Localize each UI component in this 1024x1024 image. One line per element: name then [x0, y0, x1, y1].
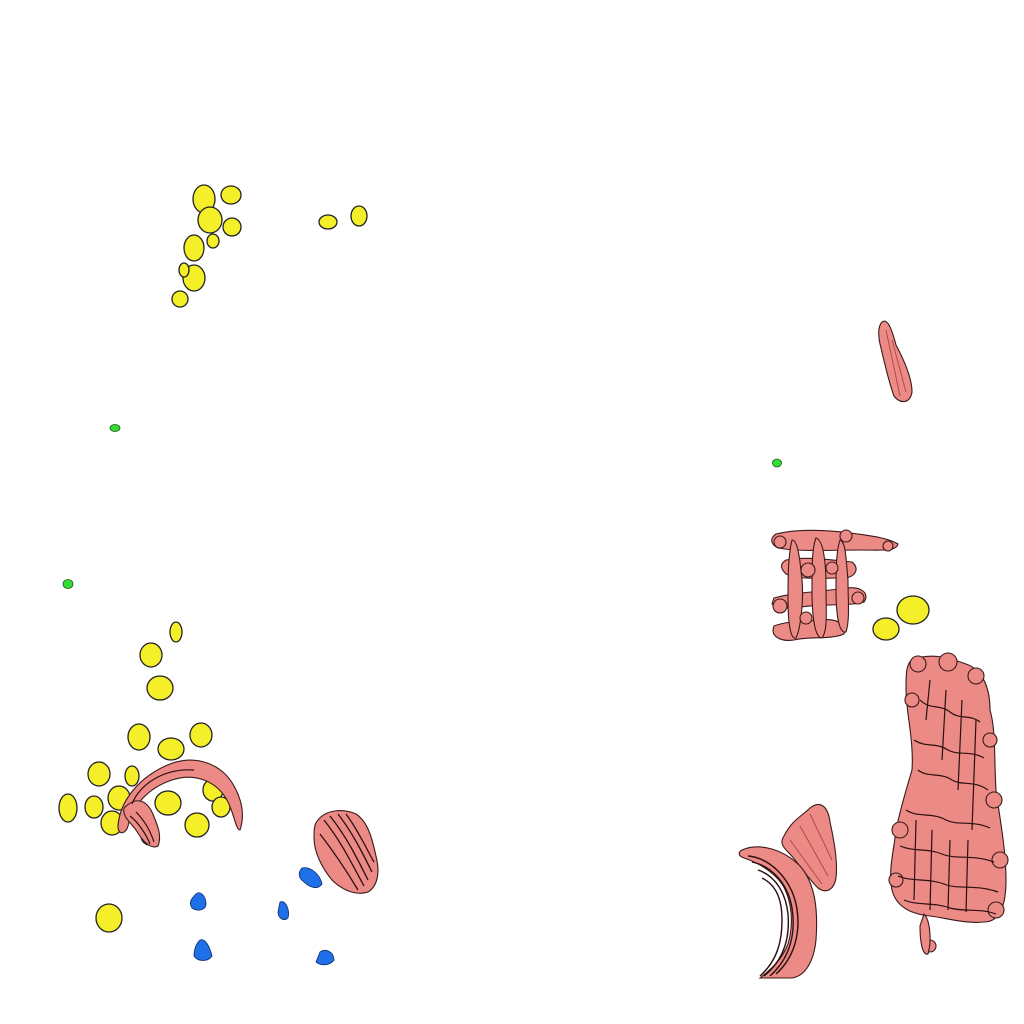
yellow-blob — [127, 723, 151, 751]
yellow-blob — [872, 617, 900, 641]
pink-mass-node — [985, 791, 1003, 809]
yellow-blob-pair-top — [318, 205, 368, 230]
pink-lattice-post — [787, 539, 804, 639]
pink-lattice-node — [825, 561, 839, 575]
pink-lattice-node — [800, 562, 816, 578]
yellow-blob-pair-right — [872, 595, 930, 641]
pink-mass-tail — [919, 912, 931, 955]
yellow-blob-cluster-top-left — [171, 184, 242, 308]
yellow-blob — [84, 795, 104, 819]
pink-fiber-strand — [885, 329, 901, 397]
yellow-blob — [222, 217, 242, 237]
blue-fragment — [193, 939, 213, 961]
pink-mass-node — [982, 732, 998, 748]
pink-mass-node — [967, 667, 985, 685]
yellow-blob — [124, 765, 140, 787]
pink-arc-strands — [129, 769, 195, 845]
yellow-blob — [206, 233, 220, 249]
yellow-blob — [184, 812, 210, 838]
pink-mass-node — [991, 851, 1009, 869]
pink-mass-node — [891, 821, 909, 839]
pink-mass-body — [890, 655, 1007, 923]
yellow-blob — [183, 234, 205, 262]
pink-lattice-node — [851, 591, 865, 605]
pink-fan-strands — [319, 813, 375, 891]
yellow-blob — [95, 903, 123, 933]
pink-mass-node — [904, 692, 920, 708]
yellow-blob — [157, 737, 185, 761]
blue-fragment — [277, 901, 289, 920]
yellow-blob — [220, 185, 242, 205]
blue-fragment — [189, 892, 207, 911]
yellow-blob — [171, 290, 189, 308]
yellow-blob — [87, 761, 111, 787]
pink-fiber-strand — [891, 339, 907, 393]
yellow-blob — [350, 205, 368, 227]
blue-fragments-bottom-left — [189, 867, 335, 966]
yellow-blob-cluster-bottom-left — [58, 621, 231, 933]
pink-arc-bottom-left — [117, 759, 244, 848]
pink-fiber — [878, 320, 913, 403]
pink-lattice-node — [882, 540, 894, 552]
pink-lattice-post — [835, 539, 850, 633]
green-dot-right — [772, 458, 782, 468]
pink-fan-back — [781, 804, 838, 892]
pink-lattice-right-middle — [771, 529, 899, 641]
pink-fiber-streak-right-upper — [878, 320, 913, 403]
pink-arch — [738, 846, 818, 979]
pink-lattice-node — [799, 611, 813, 625]
pink-mass-node — [938, 652, 958, 672]
pink-arc-band — [123, 800, 161, 848]
yellow-blob — [139, 642, 163, 668]
yellow-blob — [169, 621, 183, 643]
pink-dense-mass-right-lower — [888, 652, 1009, 955]
pink-mass-node — [888, 872, 904, 888]
pink-lattice-node — [773, 535, 787, 549]
pink-fan-bundle-bottom-center — [313, 810, 379, 894]
yellow-blob — [189, 722, 213, 748]
pink-lattice-node — [772, 598, 788, 614]
blue-fragment — [315, 950, 335, 966]
yellow-blob — [58, 793, 78, 823]
yellow-blob — [146, 675, 174, 701]
green-dot-left-lower — [62, 579, 74, 589]
pink-mass-node — [909, 655, 927, 673]
pink-fan-strands — [789, 813, 833, 885]
pink-lattice-node — [839, 529, 853, 543]
pink-arch-strands — [747, 855, 799, 977]
pink-arched-bundle-right-bottom — [738, 804, 838, 979]
pink-mass-node — [987, 901, 1005, 919]
blue-fragment — [298, 867, 323, 888]
yellow-blob — [318, 214, 338, 230]
yellow-blob — [154, 790, 182, 816]
pink-mass-texture — [897, 679, 999, 915]
pink-lattice-post — [811, 537, 827, 639]
yellow-blob — [197, 206, 223, 234]
yellow-blob — [178, 262, 190, 278]
green-dot-left-upper — [109, 424, 121, 432]
yellow-blob — [896, 595, 930, 625]
